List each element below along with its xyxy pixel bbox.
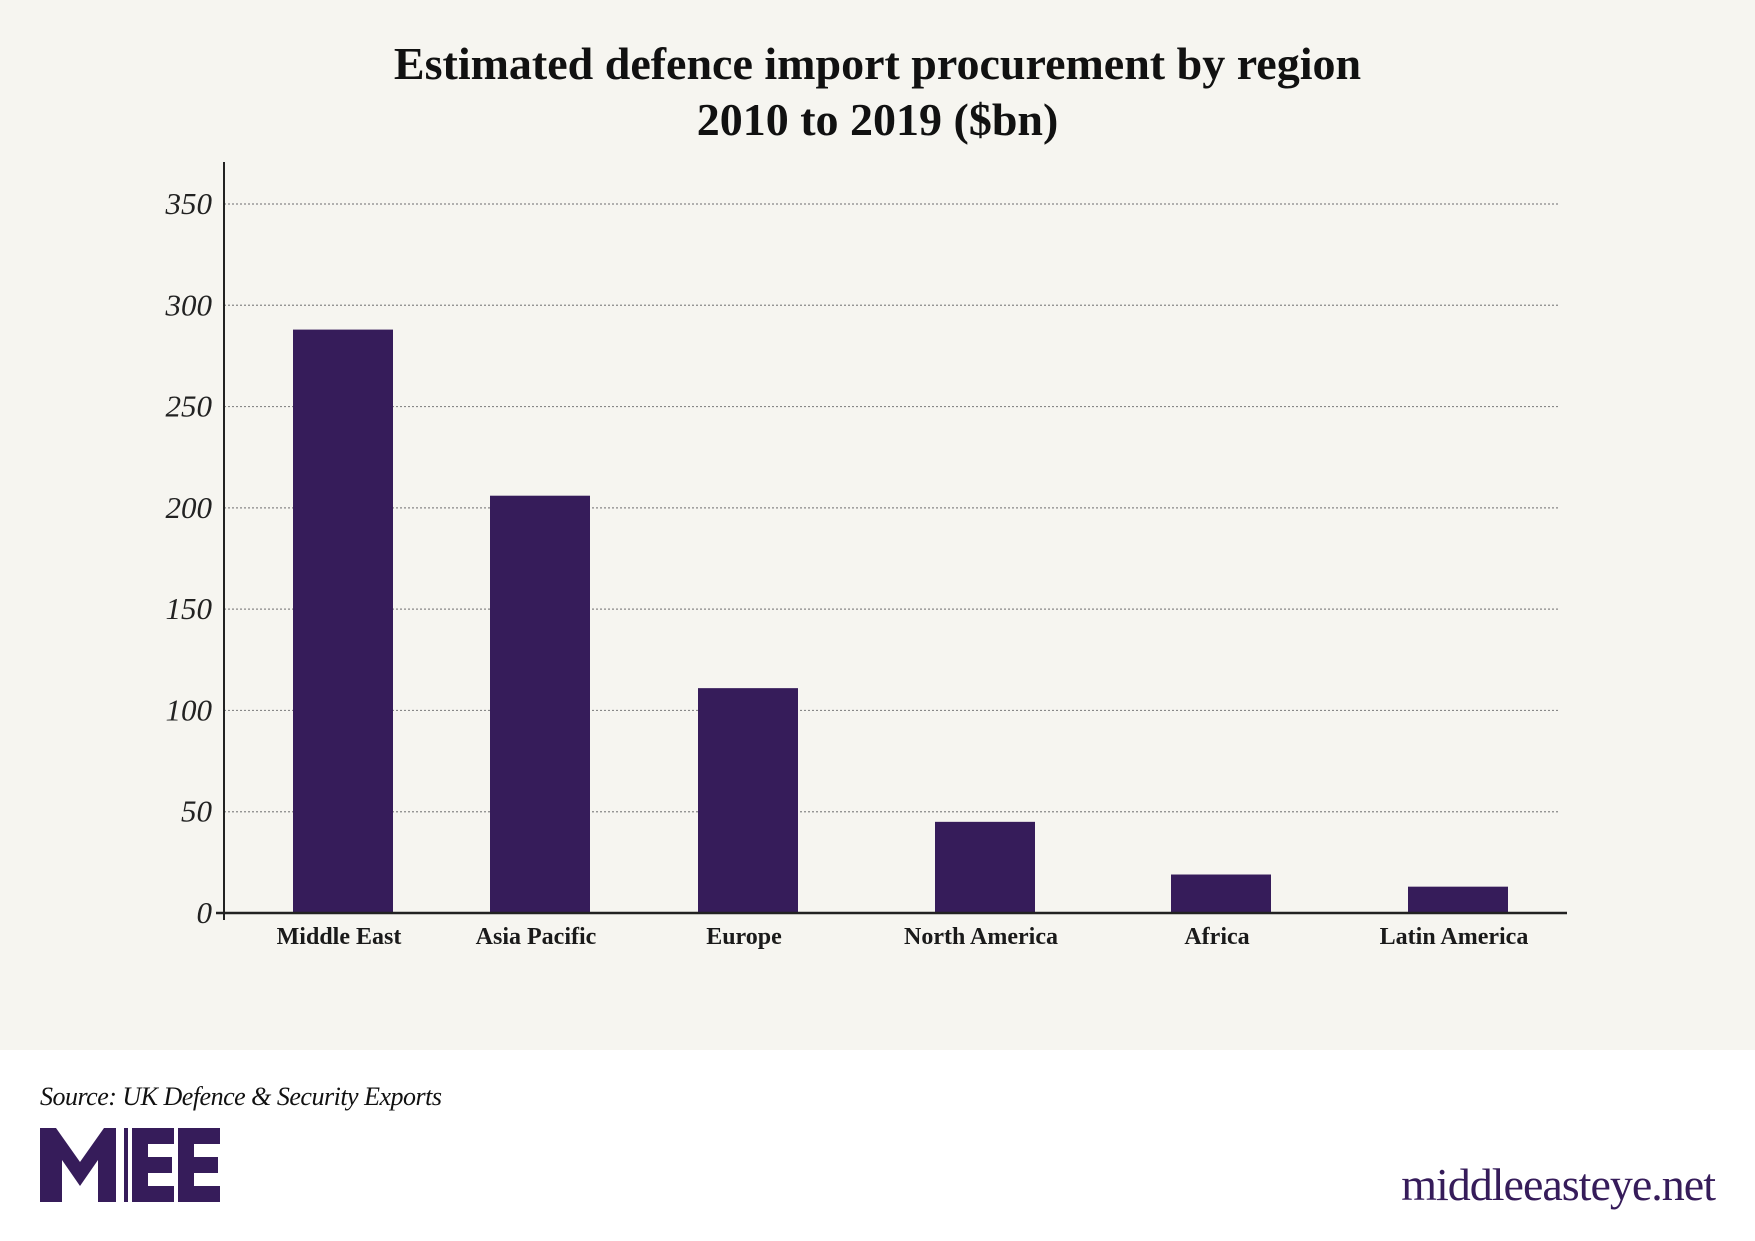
x-tick-label: Africa bbox=[1184, 924, 1249, 950]
y-tick-label: 250 bbox=[166, 389, 213, 424]
bar bbox=[935, 821, 1035, 913]
y-tick-label: 200 bbox=[166, 490, 213, 525]
y-tick-label: 50 bbox=[181, 794, 213, 829]
y-tick-label: 150 bbox=[166, 591, 213, 626]
chart-panel bbox=[0, 0, 1755, 1050]
bar bbox=[490, 495, 590, 913]
source-note: Source: UK Defence & Security Exports bbox=[40, 1082, 442, 1111]
bar bbox=[698, 688, 798, 913]
y-tick-label: 100 bbox=[166, 692, 213, 727]
x-tick-label: Middle East bbox=[277, 924, 402, 950]
x-tick-label: Latin America bbox=[1380, 924, 1529, 950]
x-tick-label: Asia Pacific bbox=[476, 924, 597, 950]
x-tick-label: North America bbox=[904, 924, 1058, 950]
y-tick-label: 300 bbox=[165, 287, 213, 322]
y-tick-label: 0 bbox=[197, 895, 213, 930]
site-url: middleeasteye.net bbox=[1401, 1159, 1716, 1210]
x-tick-label: Europe bbox=[706, 924, 782, 950]
chart-title-line-2: 2010 to 2019 ($bn) bbox=[696, 94, 1059, 145]
y-tick-label: 350 bbox=[165, 186, 213, 221]
bar bbox=[1171, 874, 1271, 913]
bar bbox=[1408, 886, 1508, 913]
mee-logo bbox=[40, 1128, 220, 1202]
chart-title: Estimated defence import procurement by … bbox=[0, 36, 1755, 148]
bar bbox=[293, 329, 393, 913]
chart-title-line-1: Estimated defence import procurement by … bbox=[393, 38, 1362, 89]
bar-chart: 0 50 100 150 200 250 300 350 Middle East Asia Pac… bbox=[165, 162, 1567, 950]
